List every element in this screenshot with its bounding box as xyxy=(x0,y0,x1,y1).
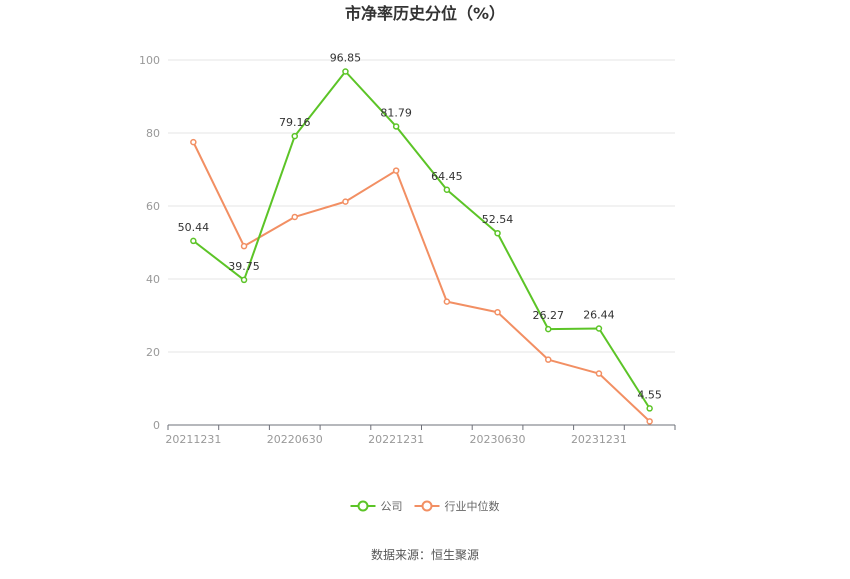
data-label-company: 39.75 xyxy=(228,260,260,273)
y-tick-label: 40 xyxy=(146,273,160,286)
data-point-industry-median xyxy=(392,167,400,174)
legend-marker-industry-median xyxy=(421,500,433,512)
y-tick-label: 100 xyxy=(139,54,160,67)
data-point-company xyxy=(646,405,653,412)
chart-title: 市净率历史分位（%） xyxy=(345,4,505,23)
data-label-company: 26.44 xyxy=(583,308,615,321)
series-line-company xyxy=(192,70,651,409)
data-point-industry-median xyxy=(545,356,552,363)
data-point-company xyxy=(240,276,248,284)
data-point-industry-median xyxy=(240,242,248,250)
data-label-company: 52.54 xyxy=(482,213,514,226)
data-point-industry-median xyxy=(443,298,451,305)
y-tick-label: 80 xyxy=(146,127,160,140)
data-point-industry-median xyxy=(646,418,653,425)
x-tick-label: 20211231 xyxy=(165,433,221,446)
x-tick-label: 20221231 xyxy=(368,433,424,446)
x-tick-label: 20220630 xyxy=(267,433,323,446)
legend[interactable]: 公司 行业中位数 xyxy=(350,499,500,513)
legend-item-company[interactable]: 公司 xyxy=(350,500,403,513)
x-tick-label: 20231231 xyxy=(571,433,627,446)
series xyxy=(190,68,653,425)
data-point-industry-median xyxy=(291,213,298,221)
data-point-industry-median xyxy=(595,370,603,377)
data-point-industry-median xyxy=(494,308,501,316)
data-point-company xyxy=(392,123,400,130)
data-point-industry-median xyxy=(342,198,349,205)
legend-marker-company xyxy=(357,500,369,512)
data-point-company xyxy=(494,229,501,237)
data-point-company xyxy=(190,237,197,245)
data-label-company: 4.55 xyxy=(637,388,662,401)
legend-label-company: 公司 xyxy=(381,500,403,513)
data-labels: 50.44 39.75 79.16 96.85 81.79 64.45 52.54 26.27… xyxy=(178,51,662,401)
data-label-company: 81.79 xyxy=(380,106,412,119)
data-point-company xyxy=(443,186,451,194)
data-label-company: 79.16 xyxy=(279,116,311,129)
data-point-company xyxy=(595,325,603,332)
data-label-company: 50.44 xyxy=(178,221,210,234)
y-tick-label: 60 xyxy=(146,200,160,213)
data-point-company xyxy=(545,325,552,333)
source-note: 数据来源：恒生聚源 xyxy=(371,547,479,562)
series-line-industry-median xyxy=(192,141,651,423)
data-label-company: 26.27 xyxy=(533,309,565,322)
data-point-company xyxy=(291,132,298,140)
y-tick-label: 20 xyxy=(146,346,160,359)
data-point-company xyxy=(342,68,349,75)
grid xyxy=(168,59,675,353)
legend-label-industry-median: 行业中位数 xyxy=(445,499,500,513)
y-tick-label: 0 xyxy=(153,419,160,432)
data-label-company: 96.85 xyxy=(330,51,362,64)
axes: 0 20 40 60 80 100 20211231 20220630 20221231 2023… xyxy=(139,54,676,446)
x-tick-label: 20230630 xyxy=(470,433,526,446)
legend-item-industry-median[interactable]: 行业中位数 xyxy=(414,499,500,513)
data-label-company: 64.45 xyxy=(431,170,463,183)
data-point-industry-median xyxy=(190,138,197,146)
